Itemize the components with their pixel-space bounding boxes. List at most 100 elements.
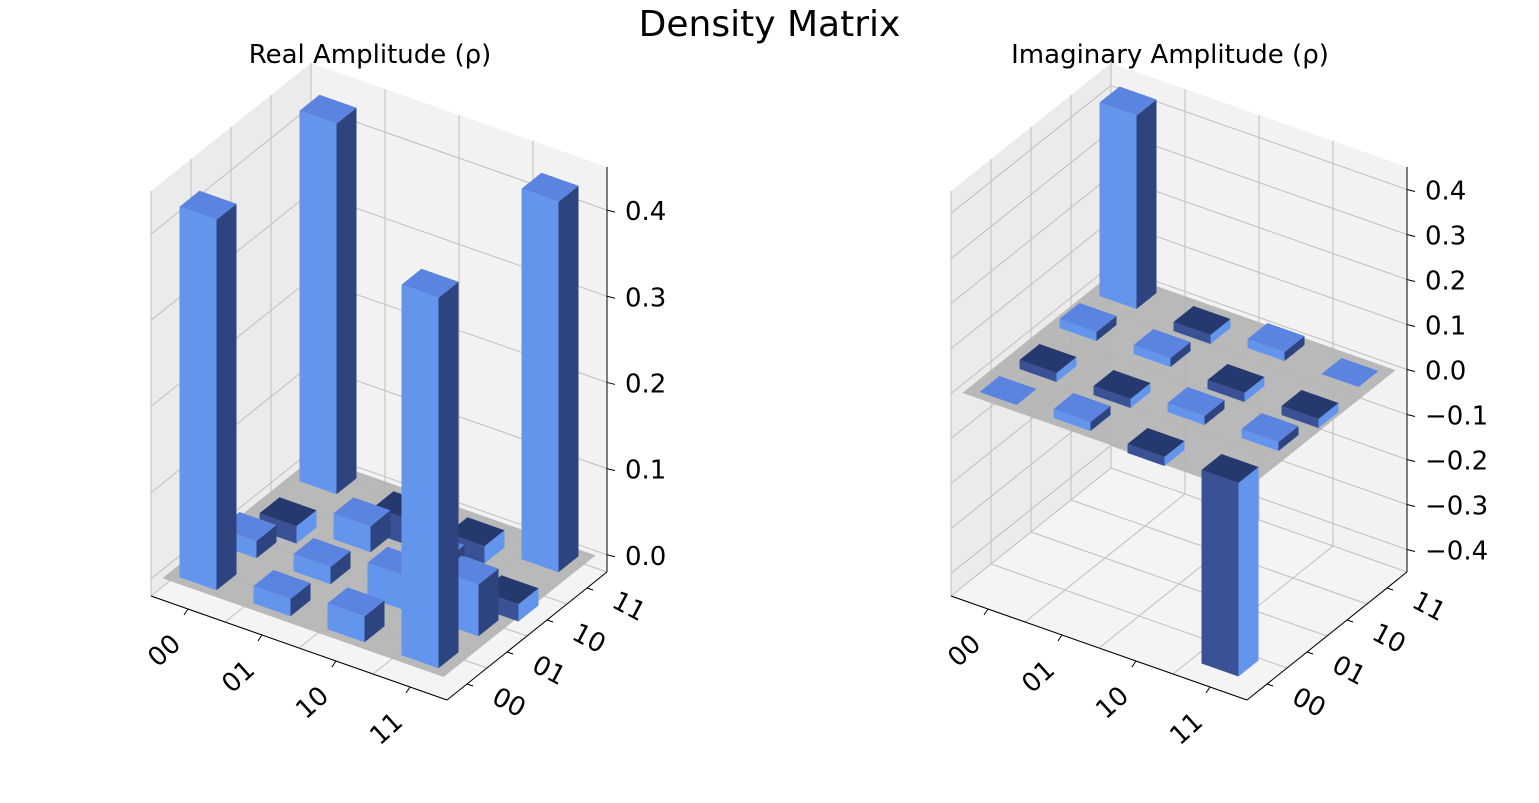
bar-side	[1210, 319, 1231, 344]
bar-10-10	[1207, 364, 1265, 402]
bar-top	[327, 587, 385, 617]
real-subplot-title: Real Amplitude (ρ)	[248, 40, 492, 70]
z-tick-label: −0.3	[1425, 492, 1488, 522]
bar-front	[521, 188, 559, 573]
bar-top	[253, 570, 311, 599]
z-tick-label: −0.2	[1425, 447, 1488, 477]
z-tick-label: 0.4	[625, 197, 666, 227]
x-tick-label: 11	[1164, 707, 1209, 751]
bar-side	[296, 510, 317, 544]
bar-side	[438, 281, 459, 669]
bar-side	[1136, 99, 1157, 309]
bar-top	[1059, 303, 1117, 332]
x-tick-label: 00	[942, 629, 987, 673]
z-tick	[606, 381, 616, 385]
bar-top	[521, 172, 579, 202]
y-tick-label: 10	[567, 618, 610, 660]
z-tick	[1406, 189, 1416, 192]
z-tick-label: −0.1	[1425, 402, 1488, 432]
bar-front	[1059, 319, 1097, 341]
bar-01-01	[1093, 370, 1151, 408]
z-tick-label: 0.2	[1425, 267, 1466, 297]
bar-00-01	[1019, 344, 1077, 382]
gridline	[1110, 467, 1408, 573]
x-tick	[1057, 634, 1063, 642]
bar-top	[1053, 393, 1111, 422]
y-tick-label: 10	[1367, 618, 1410, 660]
bar-top	[1127, 428, 1185, 457]
x-tick	[257, 634, 263, 642]
y-tick	[506, 651, 514, 655]
x-tick-label: 01	[216, 655, 261, 699]
y-tick-label: 01	[527, 650, 570, 692]
bar-side	[1170, 342, 1191, 367]
bar-front	[1281, 406, 1319, 428]
bar-top	[1019, 344, 1077, 373]
bar-11-10	[1281, 390, 1339, 428]
z-tick	[606, 468, 616, 472]
x-axis-line	[150, 595, 448, 701]
z-tick	[606, 295, 616, 299]
bar-front	[1173, 322, 1211, 344]
x-tick	[183, 608, 189, 616]
x-tick-label: 00	[142, 629, 187, 673]
bar-front	[1093, 386, 1131, 408]
imag-subplot-title: Imaginary Amplitude (ρ)	[1011, 40, 1329, 70]
x-tick-label: 10	[1090, 681, 1135, 725]
bar-11-11	[1321, 358, 1379, 387]
y-axis-line	[446, 571, 608, 701]
bar-00-11	[299, 94, 357, 495]
bar-side	[1090, 406, 1111, 431]
gridline	[950, 84, 1408, 214]
imaginary-amplitude-chart: 00011011000110110.40.30.20.10.0−0.1−0.2−…	[942, 63, 1488, 751]
bar-top	[1099, 86, 1157, 116]
y-tick-label: 00	[1287, 682, 1330, 724]
y-tick	[1306, 651, 1314, 655]
z-tick-label: 0.1	[1425, 312, 1466, 342]
bar-front	[1053, 409, 1091, 431]
z-tick	[1406, 234, 1416, 237]
x-axis-line	[950, 595, 1248, 701]
bar-side	[1130, 383, 1151, 408]
bar-front	[333, 513, 371, 553]
bar-top	[1241, 413, 1299, 442]
z-tick-label: 0.1	[625, 456, 666, 486]
z-tick	[606, 209, 616, 213]
z-tick	[1406, 324, 1416, 327]
bar-top	[299, 94, 357, 124]
x-tick-label: 01	[1016, 655, 1061, 699]
y-tick	[1346, 619, 1354, 623]
y-tick-label: 01	[1327, 650, 1370, 692]
z-tick-label: 0.0	[625, 542, 666, 572]
x-tick	[331, 660, 337, 668]
figure-title: Density Matrix	[638, 4, 901, 45]
y-tick-label: 00	[487, 682, 530, 724]
bar-side	[1278, 426, 1299, 451]
bar-01-01	[293, 538, 351, 585]
bar-front	[1241, 429, 1279, 451]
bar-front	[401, 284, 439, 669]
bar-front	[1133, 345, 1171, 367]
bar-01-00	[253, 570, 311, 617]
bar-front	[1201, 470, 1239, 677]
bar-side	[1204, 400, 1225, 425]
bar-top	[333, 497, 391, 527]
bar-00-00	[979, 376, 1037, 405]
bar-side	[256, 525, 277, 559]
bar-side	[1284, 336, 1305, 361]
bar-front	[1127, 444, 1165, 466]
bar-side	[336, 107, 357, 495]
bar-top	[979, 376, 1037, 405]
bar-top	[1173, 306, 1231, 335]
bar-top	[1201, 454, 1259, 483]
y-tick	[466, 683, 474, 687]
z-tick-label: 0.0	[1425, 357, 1466, 387]
bar-top	[401, 268, 459, 298]
bar-11-00	[401, 268, 459, 669]
z-tick	[1406, 414, 1416, 417]
x-tick	[1205, 686, 1211, 694]
bar-10-11	[1247, 323, 1305, 361]
z-tick	[1406, 504, 1416, 507]
bar-11-01	[1241, 413, 1299, 451]
